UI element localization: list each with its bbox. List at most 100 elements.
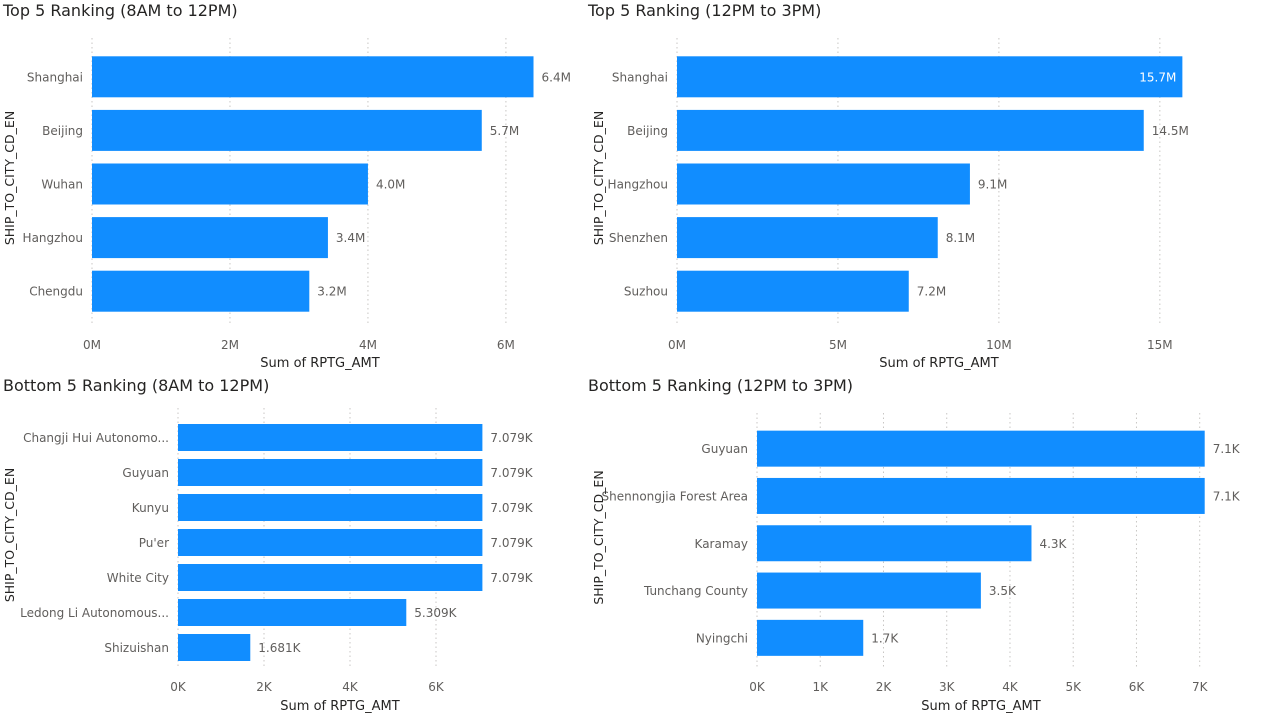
bar xyxy=(677,109,1144,151)
category-label: Hangzhou xyxy=(23,231,83,245)
y-axis-title: SHIP_TO_CITY_CD_EN xyxy=(591,470,606,604)
category-label: Guyuan xyxy=(701,442,748,456)
category-label: Shennongjia Forest Area xyxy=(602,489,748,503)
bar xyxy=(757,525,1032,562)
x-tick-label: 6K xyxy=(1129,680,1146,694)
y-axis-title: SHIP_TO_CITY_CD_EN xyxy=(2,468,17,602)
category-label: Shizuishan xyxy=(104,641,169,655)
data-label: 7.079K xyxy=(490,431,533,445)
data-label: 5.7M xyxy=(490,124,519,138)
bar xyxy=(757,430,1205,467)
category-label: Chengdu xyxy=(29,285,83,299)
data-label: 3.5K xyxy=(989,584,1017,598)
data-label: 14.5M xyxy=(1152,124,1189,138)
bar xyxy=(757,477,1205,514)
x-axis-title: Sum of RPTG_AMT xyxy=(879,356,998,371)
bar xyxy=(92,270,310,312)
category-label: Wuhan xyxy=(41,178,83,192)
bar xyxy=(178,634,251,661)
bar xyxy=(677,56,1183,98)
category-label: Nyingchi xyxy=(696,631,748,645)
data-label: 7.2M xyxy=(917,285,946,299)
bar xyxy=(178,564,483,591)
chart-title: Top 5 Ranking (12PM to 3PM) xyxy=(588,1,822,20)
data-label: 9.1M xyxy=(978,178,1007,192)
bar xyxy=(178,599,407,626)
category-label: Tunchang County xyxy=(643,584,748,598)
data-label: 7.079K xyxy=(490,466,533,480)
x-tick-label: 0K xyxy=(170,680,187,694)
bar xyxy=(677,217,938,259)
category-label: Suzhou xyxy=(624,285,668,299)
x-tick-label: 5M xyxy=(829,338,847,352)
category-label: Shanghai xyxy=(27,70,83,84)
category-label: Karamay xyxy=(695,537,748,551)
x-axis-title: Sum of RPTG_AMT xyxy=(260,356,379,371)
bar-chart: 0K 2K 4K 6K Changji Hui Autonomo... 7.079K Guy… xyxy=(2,408,534,714)
bar-chart: 0M 5M 10M 15M Shanghai 15.7M Beijing 14.5M Hangz… xyxy=(591,38,1189,371)
data-label: 15.7M xyxy=(1139,70,1176,84)
bar xyxy=(92,163,368,205)
category-label: Hangzhou xyxy=(608,178,668,192)
data-label: 8.1M xyxy=(946,231,975,245)
x-tick-label: 6K xyxy=(428,680,445,694)
category-label: Shanghai xyxy=(612,70,668,84)
x-tick-label: 0K xyxy=(749,680,766,694)
data-label: 5.309K xyxy=(414,606,457,620)
data-label: 4.3K xyxy=(1039,537,1067,551)
data-label: 7.1K xyxy=(1213,442,1241,456)
x-tick-label: 2K xyxy=(876,680,893,694)
x-tick-label: 7K xyxy=(1192,680,1209,694)
bar xyxy=(178,459,483,486)
bar xyxy=(757,572,981,609)
x-tick-label: 4M xyxy=(359,338,377,352)
data-label: 4.0M xyxy=(376,178,405,192)
x-tick-label: 10M xyxy=(986,338,1012,352)
chart-title: Bottom 5 Ranking (8AM to 12PM) xyxy=(3,376,270,395)
data-label: 7.1K xyxy=(1213,489,1241,503)
x-axis-title: Sum of RPTG_AMT xyxy=(280,699,399,714)
bar xyxy=(677,270,909,312)
x-tick-label: 1K xyxy=(812,680,829,694)
x-tick-label: 3K xyxy=(939,680,956,694)
category-label: Kunyu xyxy=(132,501,169,515)
category-label: Guyuan xyxy=(122,466,169,480)
y-axis-title: SHIP_TO_CITY_CD_EN xyxy=(591,111,606,245)
bar xyxy=(92,217,328,259)
category-label: White City xyxy=(107,571,169,585)
data-label: 7.079K xyxy=(490,536,533,550)
x-tick-label: 2M xyxy=(221,338,239,352)
chart-panel-bottom5-morning: Bottom 5 Ranking (8AM to 12PM) 0K 2K 4K 6K C… xyxy=(0,375,585,715)
data-label: 7.079K xyxy=(490,571,533,585)
bar xyxy=(92,56,534,98)
bar xyxy=(92,109,482,151)
chart-panel-top5-morning: Top 5 Ranking (8AM to 12PM) 0M 2M 4M 6M Shan… xyxy=(0,0,640,371)
x-tick-label: 4K xyxy=(342,680,359,694)
bar-chart: 0M 2M 4M 6M Shanghai 6.4M Beijing 5.7M Wuhan 4.0M… xyxy=(2,38,571,371)
category-label: Pu'er xyxy=(139,536,169,550)
x-tick-label: 5K xyxy=(1065,680,1082,694)
category-label: Changji Hui Autonomo... xyxy=(23,431,169,445)
bar xyxy=(757,619,864,656)
bar xyxy=(178,424,483,451)
data-label: 1.681K xyxy=(258,641,301,655)
data-label: 7.079K xyxy=(490,501,533,515)
chart-panel-top5-afternoon: Top 5 Ranking (12PM to 3PM) 0M 5M 10M 15M Sh… xyxy=(585,0,1225,371)
category-label: Beijing xyxy=(627,124,668,138)
bar-chart: 0K 1K 2K 3K 4K 5K 6K 7K Guyuan 7.1K Shennongjia Fo… xyxy=(591,413,1241,714)
chart-title: Bottom 5 Ranking (12PM to 3PM) xyxy=(588,376,854,395)
bar xyxy=(178,494,483,521)
x-tick-label: 2K xyxy=(256,680,273,694)
chart-panel-bottom5-afternoon: Bottom 5 Ranking (12PM to 3PM) 0K 1K 2K 3K 4… xyxy=(585,375,1273,715)
category-label: Shenzhen xyxy=(609,231,668,245)
x-tick-label: 15M xyxy=(1147,338,1173,352)
x-axis-title: Sum of RPTG_AMT xyxy=(921,699,1040,714)
category-label: Beijing xyxy=(42,124,83,138)
x-tick-label: 0M xyxy=(83,338,101,352)
y-axis-title: SHIP_TO_CITY_CD_EN xyxy=(2,111,17,245)
data-label: 6.4M xyxy=(542,70,571,84)
bar xyxy=(178,529,483,556)
data-label: 3.2M xyxy=(317,285,346,299)
data-label: 1.7K xyxy=(871,631,899,645)
chart-title: Top 5 Ranking (8AM to 12PM) xyxy=(3,1,238,20)
